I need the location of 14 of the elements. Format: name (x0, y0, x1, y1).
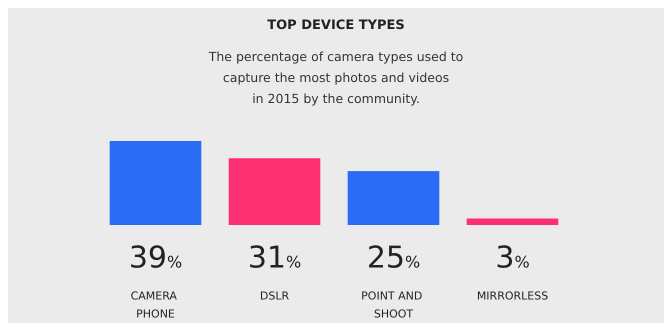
chart-subtitle: The percentage of camera types used to capture the most photos and videos in 2015 by the community. (208, 49, 464, 106)
bar (228, 158, 320, 225)
bar (466, 218, 558, 225)
chart-title: TOP DEVICE TYPES (267, 18, 405, 33)
bar (110, 141, 202, 225)
data-label: 31% (248, 240, 302, 276)
x-tick-label: POINT AND SHOOT (361, 290, 426, 320)
data-label: 39% (128, 240, 182, 276)
x-tick-label: DSLR (260, 290, 290, 302)
data-label: 25% (366, 240, 420, 276)
data-label: 3% (495, 240, 530, 276)
bar (348, 171, 440, 225)
x-tick-label: CAMERA PHONE (130, 290, 180, 320)
x-tick-label: MIRRORLESS (476, 290, 548, 302)
